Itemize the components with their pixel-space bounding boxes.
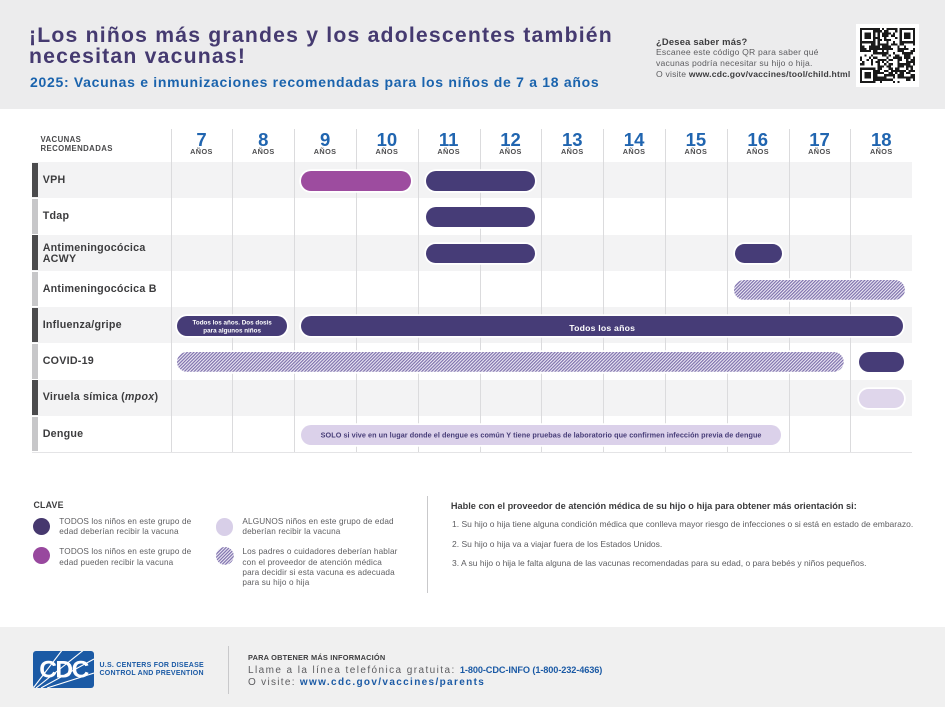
svg-text:CDC: CDC bbox=[40, 657, 90, 684]
